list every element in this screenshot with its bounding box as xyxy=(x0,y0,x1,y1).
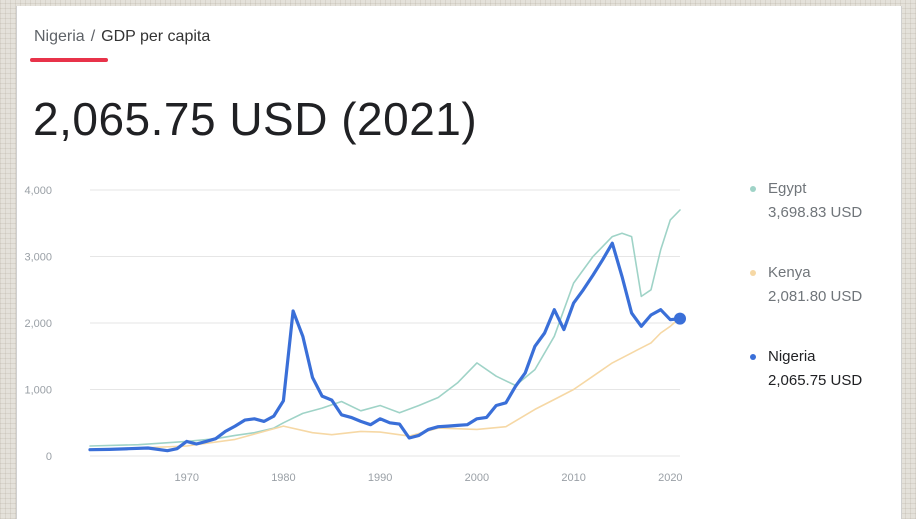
series-line-egypt xyxy=(89,209,681,447)
headline-value: 2,065.75 USD (2021) xyxy=(33,93,478,145)
result-card xyxy=(16,6,902,519)
y-tick-label-3000: 3,000 xyxy=(24,252,52,264)
x-tick-label-2000: 2000 xyxy=(465,472,489,484)
legend-dot-nigeria xyxy=(750,354,756,360)
legend-dot-egypt xyxy=(750,186,756,192)
legend-name-nigeria: Nigeria xyxy=(768,348,816,365)
legend-value-egypt: 3,698.83 USD xyxy=(768,204,863,221)
x-tick-label-2010: 2010 xyxy=(561,472,585,484)
breadcrumb-nigeria[interactable]: Nigeria xyxy=(34,28,85,45)
legend-value-kenya: 2,081.80 USD xyxy=(768,288,863,305)
y-tick-label-0: 0 xyxy=(46,451,52,463)
y-tick-label-2000: 2,000 xyxy=(24,318,52,330)
x-tick-label-1990: 1990 xyxy=(368,472,392,484)
legend-value-nigeria: 2,065.75 USD xyxy=(768,372,863,389)
legend-name-kenya: Kenya xyxy=(768,264,811,281)
active-tab-indicator xyxy=(30,58,108,62)
breadcrumb: Nigeria / GDP per capita xyxy=(34,28,210,46)
series-endpoint-nigeria xyxy=(674,312,686,325)
series-line-nigeria xyxy=(88,241,682,453)
x-tick-label-2020: 2020 xyxy=(658,472,682,484)
series-line-kenya xyxy=(89,316,681,451)
x-tick-label-1970: 1970 xyxy=(174,472,198,484)
breadcrumb-separator: / xyxy=(90,28,96,45)
y-tick-label-1000: 1,000 xyxy=(24,385,52,397)
x-tick-label-1980: 1980 xyxy=(271,472,295,484)
y-tick-label-4000: 4,000 xyxy=(24,185,52,197)
legend-name-egypt: Egypt xyxy=(768,180,807,197)
breadcrumb-gdp-per-capita[interactable]: GDP per capita xyxy=(101,28,211,45)
legend-dot-kenya xyxy=(750,270,756,276)
